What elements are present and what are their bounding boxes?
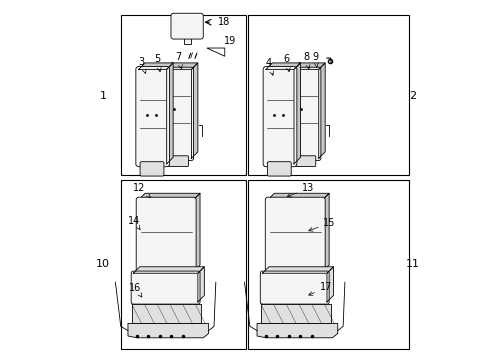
Text: 11: 11 (405, 259, 419, 269)
Bar (247, 180, 408, 348)
Polygon shape (191, 63, 198, 158)
FancyBboxPatch shape (136, 67, 169, 167)
Text: 12: 12 (132, 184, 150, 198)
Text: 17: 17 (308, 283, 331, 295)
Text: 3: 3 (138, 57, 146, 73)
Polygon shape (133, 267, 204, 273)
Polygon shape (257, 323, 337, 338)
Polygon shape (164, 63, 198, 69)
Polygon shape (139, 63, 173, 69)
Text: 8: 8 (303, 52, 309, 69)
Bar (260, 304, 330, 323)
FancyBboxPatch shape (289, 67, 320, 161)
Text: 10: 10 (96, 259, 110, 269)
Text: 9: 9 (312, 52, 318, 67)
Text: 13: 13 (286, 184, 313, 197)
Text: 6: 6 (283, 54, 290, 72)
FancyBboxPatch shape (166, 156, 188, 167)
Text: 15: 15 (308, 218, 335, 231)
Bar (247, 15, 408, 175)
Text: 18: 18 (217, 17, 229, 27)
FancyBboxPatch shape (171, 13, 203, 39)
FancyBboxPatch shape (263, 67, 296, 167)
FancyBboxPatch shape (136, 197, 196, 274)
FancyBboxPatch shape (131, 271, 200, 304)
Bar (121, 15, 246, 175)
FancyBboxPatch shape (293, 156, 315, 167)
FancyBboxPatch shape (162, 67, 193, 161)
Text: 14: 14 (128, 216, 140, 230)
Polygon shape (193, 193, 200, 271)
FancyBboxPatch shape (267, 162, 291, 176)
Polygon shape (198, 267, 204, 302)
Polygon shape (267, 193, 328, 200)
Text: 5: 5 (154, 54, 161, 72)
Text: 16: 16 (129, 283, 142, 297)
Text: 4: 4 (265, 58, 273, 75)
Text: 1: 1 (99, 91, 106, 101)
Bar (121, 180, 246, 348)
Polygon shape (318, 63, 325, 158)
Polygon shape (128, 323, 208, 338)
FancyBboxPatch shape (140, 162, 163, 176)
Polygon shape (139, 193, 200, 200)
FancyBboxPatch shape (260, 271, 328, 304)
Text: 7: 7 (175, 52, 182, 69)
Polygon shape (166, 63, 173, 164)
FancyBboxPatch shape (265, 197, 325, 274)
Polygon shape (326, 267, 333, 302)
Text: 19: 19 (224, 36, 236, 46)
Polygon shape (262, 267, 333, 273)
Bar (183, 34, 190, 44)
Text: 2: 2 (408, 91, 416, 101)
Bar (131, 304, 201, 323)
Polygon shape (291, 63, 325, 69)
Polygon shape (293, 63, 300, 164)
Polygon shape (265, 63, 300, 69)
Polygon shape (322, 193, 328, 271)
